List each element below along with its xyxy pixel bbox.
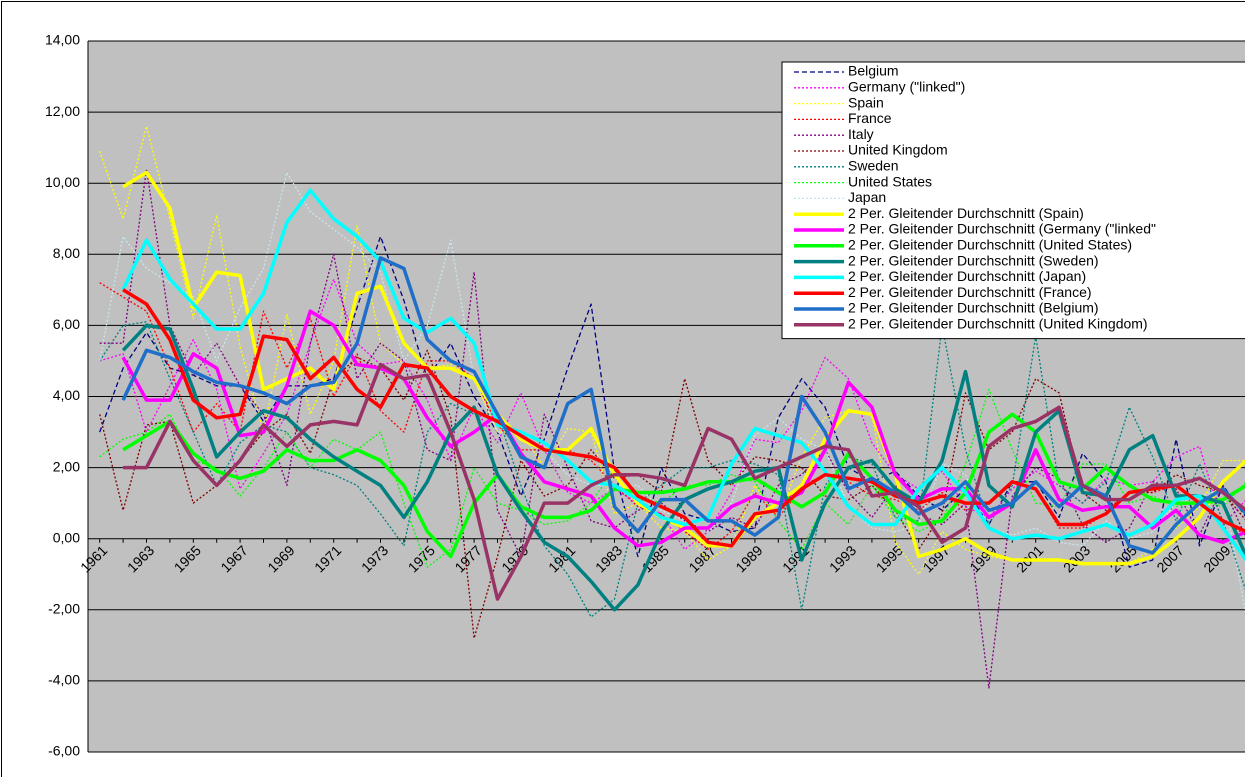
- legend-label: 2 Per. Gleitender Durchschnitt (United S…: [848, 237, 1132, 253]
- legend-label: United Kingdom: [848, 142, 948, 158]
- series-line: [121, 188, 1245, 562]
- series-line: [121, 256, 1245, 555]
- y-tick-label: 0,00: [53, 529, 80, 545]
- series-line: [99, 321, 1245, 618]
- legend-label: 2 Per. Gleitender Durchschnitt (Spain): [848, 205, 1084, 221]
- series-line: [99, 168, 1245, 689]
- legend-label: Italy: [848, 126, 874, 142]
- legend-label: Spain: [848, 94, 884, 110]
- legend-label: 2 Per. Gleitender Durchschnitt (Japan): [848, 268, 1086, 284]
- y-tick-label: 6,00: [53, 316, 80, 332]
- legend-label: United States: [848, 173, 932, 189]
- y-tick-label: 14,00: [45, 32, 80, 48]
- series-line: [99, 278, 1245, 551]
- legend-label: Belgium: [848, 63, 899, 79]
- series-line: [99, 388, 1245, 568]
- legend-label: Sweden: [848, 158, 899, 174]
- series-line: [122, 288, 1245, 548]
- legend-label: 2 Per. Gleitender Durchschnitt (Sweden): [848, 252, 1099, 268]
- legend-label: Germany ("linked"): [848, 79, 965, 95]
- y-tick-label: -2,00: [48, 601, 80, 617]
- series-line: [99, 125, 1245, 575]
- legend-label: 2 Per. Gleitender Durchschnitt (France): [848, 284, 1092, 300]
- series-line: [99, 171, 1245, 614]
- series-line: [121, 309, 1245, 548]
- legend-label: 2 Per. Gleitender Durchschnitt (Germany …: [848, 221, 1156, 237]
- y-tick-label: 4,00: [53, 387, 80, 403]
- series-line: [123, 362, 1245, 601]
- legend-label: France: [848, 110, 892, 126]
- legend-label: 2 Per. Gleitender Durchschnitt (Belgium): [848, 300, 1099, 316]
- legend-label: Japan: [848, 189, 886, 205]
- y-tick-label: 12,00: [45, 103, 80, 119]
- y-tick-label: 2,00: [53, 458, 80, 474]
- legend-label: 2 Per. Gleitender Durchschnitt (United K…: [848, 316, 1148, 332]
- y-tick-label: -6,00: [48, 743, 80, 759]
- series-line: [122, 412, 1245, 559]
- legend-box: [781, 61, 1245, 340]
- y-tick-label: 10,00: [45, 174, 80, 190]
- y-tick-label: 8,00: [53, 245, 80, 261]
- y-tick-label: -4,00: [48, 672, 80, 688]
